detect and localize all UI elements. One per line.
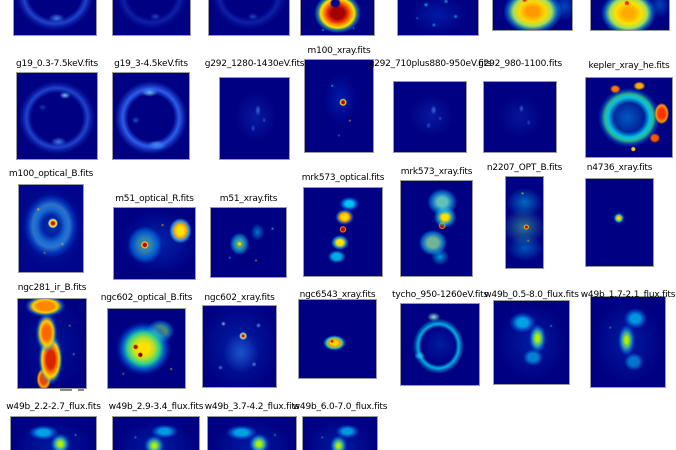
thumbnail-n2207_OPT_B[interactable] (505, 176, 544, 269)
thumbnail-cropped-3[interactable] (208, 0, 290, 36)
thumbnail-label: ngc602_xray.fits (204, 293, 275, 303)
thumbnail-g292_710plus880-950eV[interactable] (393, 81, 467, 153)
thumbnail-label: g292_1280-1430eV.fits (204, 59, 305, 69)
thumbnail-ngc602_optical_B[interactable] (107, 308, 186, 389)
thumbnail-mrk573_optical[interactable] (303, 187, 383, 277)
thumbnail-w49b_6.0-7.0_flux[interactable] (302, 416, 378, 450)
thumbnail-label: n2207_OPT_B.fits (486, 163, 563, 173)
thumbnail-label: n4736_xray.fits (586, 163, 653, 173)
thumbnail-label: g19_0.3-7.5keV.fits (16, 59, 98, 69)
thumbnail-label: m100_optical_B.fits (8, 169, 94, 179)
thumbnail-ngc6543_xray[interactable] (298, 299, 377, 379)
thumbnail-label: w49b_6.0-7.0_flux.fits (292, 402, 388, 412)
thumbnail-cropped-1[interactable] (13, 0, 97, 36)
thumbnail-label: ngc6543_xray.fits (299, 290, 376, 300)
thumbnail-kepler_xray_he[interactable] (585, 77, 673, 158)
thumbnail-g292_980-1100[interactable] (483, 81, 557, 153)
thumbnail-ngc281_ir_B[interactable] (17, 298, 87, 389)
thumbnail-label: tycho_950-1260eV.fits (392, 290, 488, 300)
thumbnail-label: g292_710plus880-950eV.fits (368, 59, 492, 69)
thumbnail-m100_optical_B[interactable] (18, 184, 84, 273)
thumbnail-tycho_950-1260eV[interactable] (400, 303, 480, 386)
thumbnail-cropped-5[interactable] (397, 0, 479, 36)
thumbnail-label: ngc281_ir_B.fits (17, 283, 87, 293)
thumbnail-label: w49b_3.7-4.2_flux.fits (204, 402, 300, 412)
thumbnail-label: g19_3-4.5keV.fits (114, 59, 188, 69)
thumbnail-cropped-4[interactable] (300, 0, 375, 36)
thumbnail-label: mrk573_optical.fits (301, 173, 385, 183)
thumbnail-w49b_0.5-8.0_flux[interactable] (493, 300, 570, 385)
thumbnail-label: ngc602_optical_B.fits (100, 293, 193, 303)
render-artifact-dash (60, 389, 72, 391)
thumbnail-m51_xray[interactable] (210, 207, 287, 278)
thumbnail-cropped-7[interactable] (590, 0, 670, 31)
thumbnail-label: w49b_1.7-2.1_flux.fits (580, 290, 676, 300)
thumbnail-g19_0.3-7.5keV[interactable] (16, 72, 98, 160)
thumbnail-g19_3-4.5keV[interactable] (112, 72, 190, 160)
thumbnail-ngc602_xray[interactable] (202, 305, 277, 388)
thumbnail-label: w49b_2.2-2.7_flux.fits (6, 402, 101, 412)
thumbnail-label: w49b_2.9-3.4_flux.fits (108, 402, 204, 412)
thumbnail-n4736_xray[interactable] (585, 178, 654, 267)
thumbnail-mrk573_xray[interactable] (400, 180, 473, 277)
thumbnail-label: m51_xray.fits (219, 194, 278, 204)
thumbnail-label: kepler_xray_he.fits (588, 61, 670, 71)
thumbnail-label: w49b_0.5-8.0_flux.fits (484, 290, 579, 300)
thumbnail-w49b_1.7-2.1_flux[interactable] (590, 296, 666, 388)
thumbnail-w49b_2.2-2.7_flux[interactable] (10, 416, 97, 450)
thumbnail-w49b_2.9-3.4_flux[interactable] (112, 416, 200, 450)
thumbnail-g292_1280-1430eV[interactable] (219, 77, 290, 160)
thumbnail-label: m51_optical_R.fits (115, 194, 194, 204)
thumbnail-cropped-2[interactable] (112, 0, 191, 36)
thumbnail-m100_xray[interactable] (304, 59, 374, 153)
render-artifact-dash (78, 389, 84, 391)
thumbnail-m51_optical_R[interactable] (113, 207, 196, 280)
thumbnail-w49b_3.7-4.2_flux[interactable] (207, 416, 297, 450)
thumbnail-cropped-6[interactable] (492, 0, 573, 31)
thumbnail-label: m100_xray.fits (307, 46, 371, 56)
thumbnail-label: mrk573_xray.fits (400, 167, 473, 177)
thumbnail-label: g292_980-1100.fits (478, 59, 562, 69)
